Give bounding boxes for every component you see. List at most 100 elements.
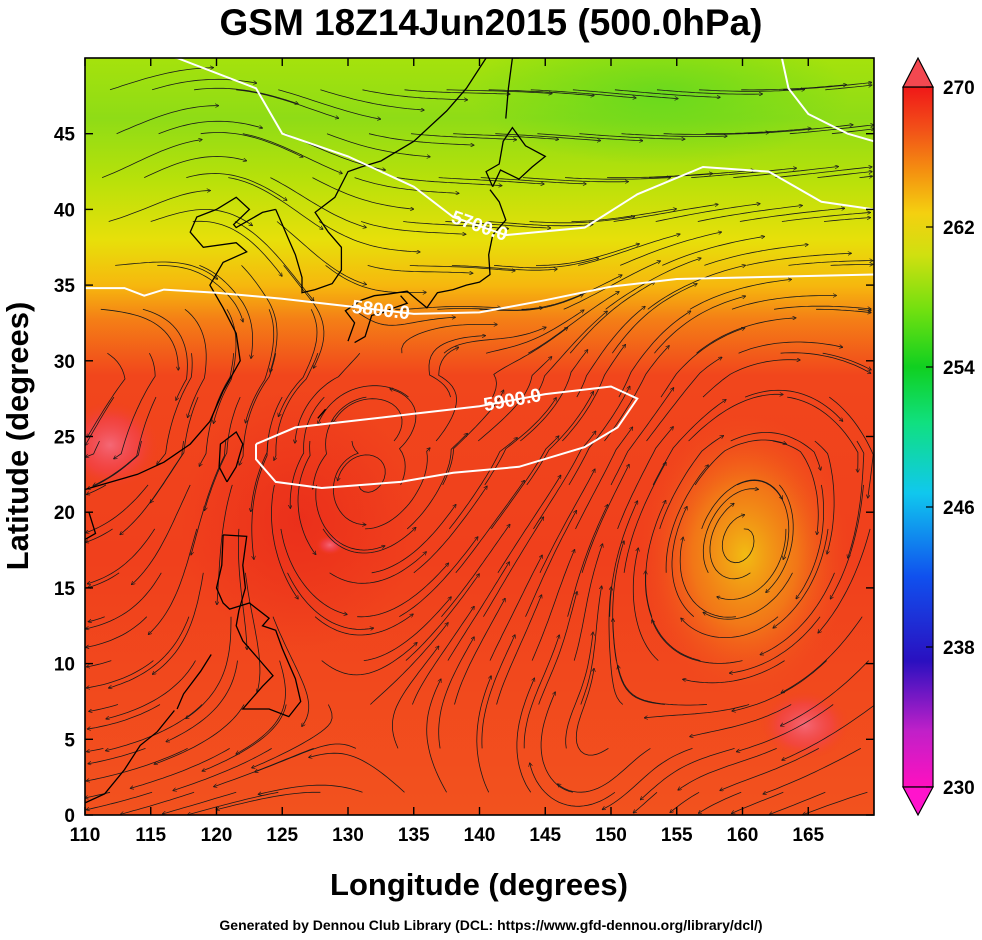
streamline [717,528,787,600]
y-tick-label: 35 [54,276,76,297]
footer-credit: Generated by Dennou Club Library (DCL: h… [219,917,763,933]
streamline [396,177,502,186]
colorbar-tick-label: 270 [943,78,975,99]
streamline [411,133,516,140]
streamline [151,78,256,91]
streamline [538,592,577,705]
y-tick-label: 45 [54,125,76,146]
streamline [704,245,807,266]
streamline [579,133,684,139]
streamline [413,486,487,574]
streamline [823,218,870,222]
coastline [85,710,175,804]
streamline [426,679,447,793]
colorbar-max-arrow [902,56,934,88]
streamline [733,167,838,178]
streamline [399,537,477,618]
streamline [217,484,233,605]
streamline [492,328,568,398]
streamline [428,336,485,398]
streamline [720,748,819,790]
streamline [781,660,869,726]
streamline [455,481,524,574]
streamline [652,620,743,664]
streamline [114,353,156,458]
streamline [194,87,298,103]
coastline [344,189,507,342]
streamline [618,311,691,398]
coastline [275,58,487,294]
streamline [576,307,645,398]
streamline [109,616,190,688]
streamline [665,465,708,573]
streamline [761,572,835,655]
streamline-layer [85,68,874,815]
streamline [562,345,625,442]
streamline [453,133,558,140]
x-tick-label: 165 [792,825,824,846]
colorbar: 230 238 246 254 262 270 [901,56,975,817]
streamline [490,436,558,530]
colorbar-tick-label: 254 [943,358,975,379]
streamline [87,748,188,781]
streamline [278,89,380,119]
y-tick-label: 10 [54,655,75,676]
streamline [621,133,727,137]
x-axis-label: Longitude (degrees) [330,867,628,902]
streamline [318,221,420,253]
coastline [176,654,212,710]
streamline [485,310,583,354]
streamline [818,528,871,633]
streamline [525,511,577,617]
y-axis-label: Latitude (degrees) [0,302,35,571]
streamline [251,440,269,559]
height-contour [780,58,874,143]
y-tick-label: 40 [54,200,75,221]
streamline [830,264,873,265]
streamline [290,396,325,508]
streamline [814,440,835,554]
streamline [671,507,695,617]
streamline [395,306,500,309]
streamline [531,550,574,661]
streamline [239,353,277,465]
streamline [274,353,319,460]
streamline [817,172,872,178]
streamline [87,660,154,688]
streamline [321,643,417,676]
streamline [530,763,616,807]
streamline [580,586,602,705]
y-tick-label: 0 [64,806,75,827]
streamline [694,439,786,486]
temperature-field [85,58,874,815]
streamline [610,388,674,486]
y-tick-label: 15 [54,579,76,600]
streamline [246,309,275,422]
streamline [333,398,403,442]
streamline [245,572,261,692]
streamline [763,748,861,794]
streamline [405,574,479,661]
streamline [859,176,873,177]
streamline [656,89,762,94]
streamline [603,748,693,809]
streamline [368,133,474,145]
streamline [173,748,272,790]
streamline [313,396,367,489]
streamline [683,660,785,684]
streamline [199,265,252,358]
streamline [329,552,427,584]
streamline [202,704,287,772]
streamline [604,346,669,442]
streamline [279,309,318,416]
streamline [108,191,210,222]
streamline [741,85,846,91]
streamline [155,704,245,765]
streamline [787,396,858,472]
streamline [435,347,458,442]
streamline [437,308,542,311]
streamline [670,791,700,812]
streamline [106,660,196,719]
streamline [766,484,794,592]
streamline [166,660,238,742]
